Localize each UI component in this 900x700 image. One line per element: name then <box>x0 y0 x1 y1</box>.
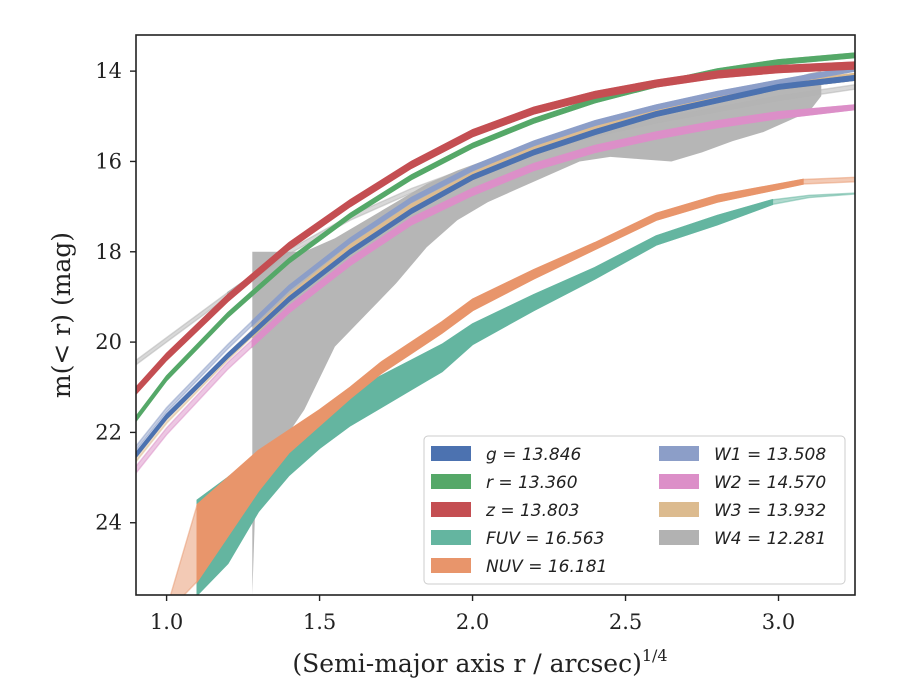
series-layer <box>136 52 855 595</box>
x-axis-title: (Semi-major axis r / arcsec)1/4 <box>292 646 667 678</box>
legend-swatch <box>431 558 471 573</box>
y-tick-label: 16 <box>95 149 122 173</box>
x-axis-title-exponent: 1/4 <box>642 646 668 665</box>
legend-label: W1 = 13.508 <box>714 445 826 465</box>
legend-swatch <box>431 474 471 489</box>
x-axis-title-main: (Semi-major axis r / arcsec) <box>292 649 641 678</box>
series-5-band <box>251 65 855 328</box>
legend-label: FUV = 16.563 <box>486 529 604 549</box>
x-tick-label: 3.0 <box>762 610 795 634</box>
y-tick-label: 24 <box>95 511 122 535</box>
series-6 <box>136 104 855 475</box>
y-tick-label: 18 <box>95 240 122 264</box>
series-8-error-band <box>252 71 822 595</box>
series-4 <box>169 176 855 595</box>
legend-label: z = 13.803 <box>485 501 579 521</box>
legend-label: g = 13.846 <box>486 445 582 465</box>
legend-swatch <box>431 502 471 517</box>
series-2-band <box>136 61 855 396</box>
x-tick-label: 1.5 <box>303 610 336 634</box>
y-tick-label: 14 <box>95 59 122 83</box>
series-6-band <box>251 104 855 349</box>
plot-frame <box>135 34 856 596</box>
series-4-band <box>196 178 804 584</box>
series-5 <box>136 65 855 452</box>
series-1 <box>136 52 855 423</box>
legend-swatch <box>431 446 471 461</box>
series-0-band <box>136 74 855 459</box>
legend: g = 13.846 r = 13.360 z = 13.803 FUV = 16.5… <box>423 435 846 585</box>
x-tick-label: 2.5 <box>609 610 642 634</box>
legend-swatch <box>659 502 699 517</box>
legend-swatch <box>431 530 471 545</box>
series-1-band <box>136 52 855 423</box>
y-tick-label: 22 <box>95 420 122 444</box>
legend-swatch <box>659 530 699 545</box>
legend-label: W2 = 14.570 <box>714 473 826 493</box>
y-axis-title: m(< r) (mag) <box>47 232 76 398</box>
x-tick-label: 2.0 <box>456 610 489 634</box>
legend-swatch <box>659 474 699 489</box>
y-tick-label: 20 <box>95 330 122 354</box>
legend-label: W3 = 13.932 <box>714 501 826 521</box>
x-tick-label: 1.0 <box>150 610 183 634</box>
tick-layer: 1.0 1.5 2.0 2.5 3.0 14 16 18 20 22 24 <box>95 59 795 634</box>
legend-label: W4 = 12.281 <box>714 529 826 549</box>
legend-label: NUV = 16.181 <box>486 557 607 577</box>
series-0 <box>136 74 855 459</box>
legend-label: r = 13.360 <box>486 473 578 493</box>
legend-swatch <box>659 446 699 461</box>
series-2 <box>136 61 855 396</box>
legend-box <box>423 435 846 585</box>
